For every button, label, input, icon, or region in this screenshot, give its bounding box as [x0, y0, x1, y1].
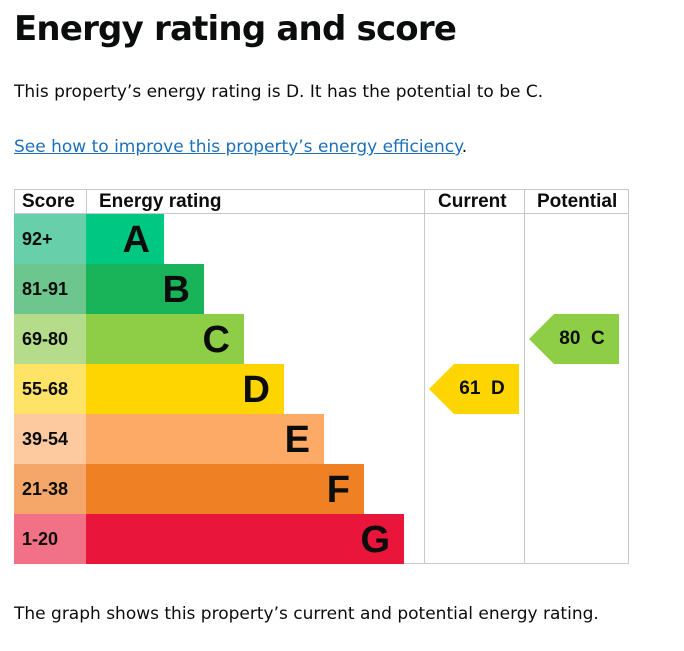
potential-rating-marker: 80 C — [529, 314, 619, 364]
score-range-b: 81-91 — [14, 264, 86, 314]
rating-band-c: C — [86, 314, 244, 364]
rating-band-letter: D — [242, 369, 270, 411]
rating-band-letter: E — [284, 419, 310, 461]
potential-column-header: Potential — [537, 191, 618, 212]
chart-footnote: The graph shows this property’s current … — [14, 604, 599, 624]
rating-band-a: A — [86, 214, 164, 264]
rating-band-letter: G — [360, 519, 390, 561]
rating-summary: This property’s energy rating is D. It h… — [14, 82, 544, 102]
rating-band-b: B — [86, 264, 204, 314]
score-range-d: 55-68 — [14, 364, 86, 414]
current-column-divider — [524, 189, 525, 564]
score-range-f: 21-38 — [14, 464, 86, 514]
score-column-header: Score — [22, 191, 75, 212]
rating-band-letter: A — [122, 219, 150, 261]
page-title: Energy rating and score — [14, 9, 457, 49]
improve-efficiency-link[interactable]: See how to improve this property’s energ… — [14, 137, 462, 157]
rating-column-divider — [424, 189, 425, 564]
potential-marker-arrow — [529, 314, 619, 364]
improve-link-line: See how to improve this property’s energ… — [14, 136, 467, 158]
header-divider — [14, 213, 629, 214]
rating-band-d: D — [86, 364, 284, 414]
current-column-header: Current — [438, 191, 507, 212]
potential-rating-label: 80 C — [559, 328, 605, 349]
current-rating-marker: 61 D — [429, 364, 519, 414]
current-rating-label: 61 D — [459, 378, 505, 399]
energy-rating-chart: Score Energy rating Current Potential 92… — [14, 189, 629, 564]
energy-rating-column-header: Energy rating — [99, 191, 222, 212]
score-range-c: 69-80 — [14, 314, 86, 364]
rating-band-letter: B — [162, 269, 190, 311]
rating-band-g: G — [86, 514, 404, 564]
rating-band-letter: C — [202, 319, 230, 361]
score-range-a: 92+ — [14, 214, 86, 264]
score-range-g: 1-20 — [14, 514, 86, 564]
rating-band-f: F — [86, 464, 364, 514]
score-range-e: 39-54 — [14, 414, 86, 464]
rating-band-letter: F — [326, 469, 350, 511]
rating-band-e: E — [86, 414, 324, 464]
current-marker-arrow — [429, 364, 519, 414]
link-suffix: . — [461, 137, 468, 157]
